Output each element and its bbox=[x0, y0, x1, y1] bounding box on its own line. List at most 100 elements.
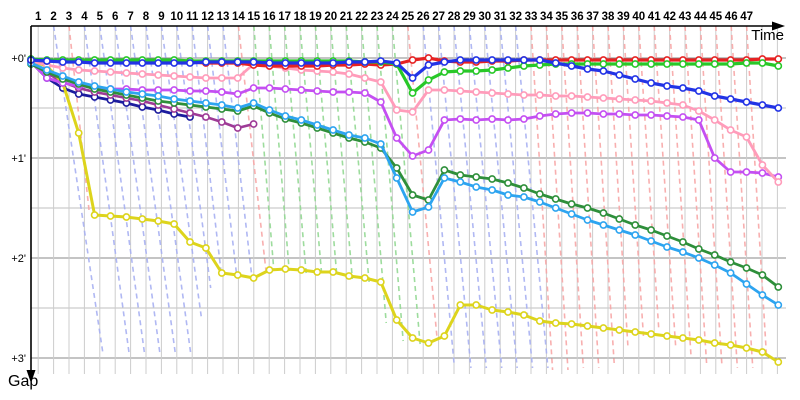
x-tick-label: 46 bbox=[725, 11, 738, 23]
data-point-violet bbox=[297, 86, 306, 94]
data-point-violet bbox=[694, 116, 703, 124]
data-point-blue bbox=[122, 59, 131, 67]
data-point-pink bbox=[122, 69, 131, 77]
x-tick-label: 1 bbox=[35, 11, 42, 23]
data-point-yellow bbox=[567, 320, 576, 328]
data-point-pink bbox=[520, 91, 528, 99]
data-point-pink bbox=[138, 70, 147, 78]
x-tick-label: 16 bbox=[263, 11, 276, 23]
lap-connector-line-blue bbox=[468, 25, 503, 369]
data-point-dark-green bbox=[567, 200, 576, 208]
data-point-yellow bbox=[408, 334, 417, 342]
data-point-yellow bbox=[392, 316, 401, 324]
data-point-dark-green bbox=[647, 226, 655, 234]
data-point-cyan bbox=[170, 95, 178, 103]
data-point-blue bbox=[345, 58, 353, 66]
lap-connector-line-green bbox=[345, 25, 371, 285]
data-point-violet bbox=[679, 113, 687, 121]
data-point-blue bbox=[647, 79, 655, 87]
data-point-yellow bbox=[742, 344, 751, 352]
data-point-blue bbox=[551, 59, 560, 67]
data-point-cyan bbox=[297, 116, 306, 124]
data-point-violet bbox=[186, 87, 194, 95]
x-tick-label: 7 bbox=[127, 11, 133, 23]
x-tick-label: 18 bbox=[294, 11, 307, 23]
data-point-pink bbox=[408, 108, 417, 116]
data-point-pink bbox=[74, 66, 83, 74]
data-point-dark-green bbox=[663, 232, 671, 240]
data-point-yellow bbox=[520, 311, 528, 319]
lap-connector-line-red bbox=[576, 25, 600, 369]
data-point-pink bbox=[233, 74, 242, 82]
data-point-blue bbox=[392, 59, 401, 67]
data-point-dark-green bbox=[408, 191, 417, 199]
data-point-cyan bbox=[758, 291, 767, 299]
data-point-cyan bbox=[520, 193, 528, 201]
data-point-cyan bbox=[138, 90, 147, 98]
x-tick-label: 35 bbox=[555, 11, 568, 23]
data-point-dark-green bbox=[694, 245, 703, 253]
data-point-violet bbox=[472, 116, 481, 124]
data-point-violet bbox=[599, 110, 608, 118]
data-point-cyan bbox=[774, 301, 783, 309]
x-tick-label: 47 bbox=[740, 11, 753, 23]
x-tick-label: 10 bbox=[170, 11, 183, 23]
data-point-violet bbox=[440, 116, 449, 124]
data-point-yellow bbox=[488, 306, 496, 314]
data-point-yellow bbox=[297, 266, 306, 274]
x-tick-label: 27 bbox=[432, 11, 445, 23]
data-point-pink bbox=[551, 92, 560, 100]
x-tick-label: 9 bbox=[158, 11, 164, 23]
lap-connector-line-red bbox=[530, 25, 554, 371]
data-point-pink bbox=[631, 96, 640, 104]
data-point-blue bbox=[567, 62, 576, 70]
data-point-pink bbox=[392, 106, 401, 114]
data-point-cyan bbox=[90, 82, 99, 90]
data-point-pink bbox=[599, 94, 608, 102]
data-point-cyan bbox=[440, 174, 449, 182]
x-tick-label: 40 bbox=[632, 11, 645, 23]
data-point-pink bbox=[679, 101, 687, 109]
x-tick-label: 8 bbox=[143, 11, 150, 23]
lap-connector-line-blue bbox=[191, 25, 223, 276]
data-point-yellow bbox=[154, 217, 163, 225]
data-point-cyan bbox=[488, 186, 496, 194]
data-point-blue bbox=[726, 95, 735, 103]
data-point-violet bbox=[233, 90, 242, 98]
data-point-blue bbox=[631, 75, 640, 83]
data-point-blue bbox=[599, 67, 608, 75]
data-point-yellow bbox=[694, 336, 703, 344]
data-point-cyan bbox=[504, 191, 512, 199]
data-point-cyan bbox=[154, 92, 163, 100]
data-point-yellow bbox=[456, 301, 465, 309]
data-point-dark-green bbox=[551, 195, 560, 203]
data-point-green bbox=[472, 67, 481, 75]
x-tick-label: 31 bbox=[494, 11, 507, 23]
data-point-cyan bbox=[345, 131, 353, 139]
data-point-blue bbox=[408, 74, 417, 82]
data-point-blue bbox=[774, 104, 783, 112]
lap-connector-line-red bbox=[684, 25, 708, 364]
data-point-yellow bbox=[758, 348, 767, 356]
x-tick-label: 15 bbox=[247, 11, 260, 23]
data-point-blue bbox=[679, 84, 687, 92]
data-point-yellow bbox=[679, 334, 687, 342]
data-point-yellow bbox=[329, 268, 337, 276]
data-point-violet bbox=[758, 169, 767, 177]
data-point-green bbox=[456, 67, 465, 75]
data-point-dark-green bbox=[599, 209, 608, 217]
data-point-pink bbox=[615, 95, 624, 103]
data-point-cyan bbox=[186, 97, 194, 105]
data-point-pink bbox=[488, 89, 496, 97]
data-point-blue bbox=[281, 59, 290, 67]
data-point-yellow bbox=[472, 301, 481, 309]
x-tick-label: 2 bbox=[50, 11, 56, 23]
data-point-yellow bbox=[440, 332, 449, 340]
x-tick-label: 5 bbox=[97, 11, 104, 23]
x-tick-label: 25 bbox=[401, 11, 414, 23]
data-point-green bbox=[424, 76, 433, 84]
data-point-violet bbox=[583, 109, 592, 117]
data-point-yellow bbox=[106, 212, 115, 220]
x-tick-label: 6 bbox=[112, 11, 118, 23]
data-point-dark-green bbox=[440, 166, 449, 174]
